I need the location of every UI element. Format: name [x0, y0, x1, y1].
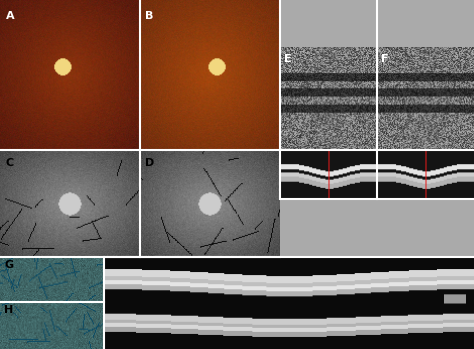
Text: G: G — [4, 260, 13, 270]
Text: H: H — [4, 305, 13, 315]
Text: D: D — [146, 157, 155, 168]
Text: C: C — [6, 157, 14, 168]
Text: E: E — [283, 54, 291, 64]
Text: A: A — [6, 10, 14, 21]
Text: F: F — [381, 54, 388, 64]
Text: B: B — [146, 10, 154, 21]
